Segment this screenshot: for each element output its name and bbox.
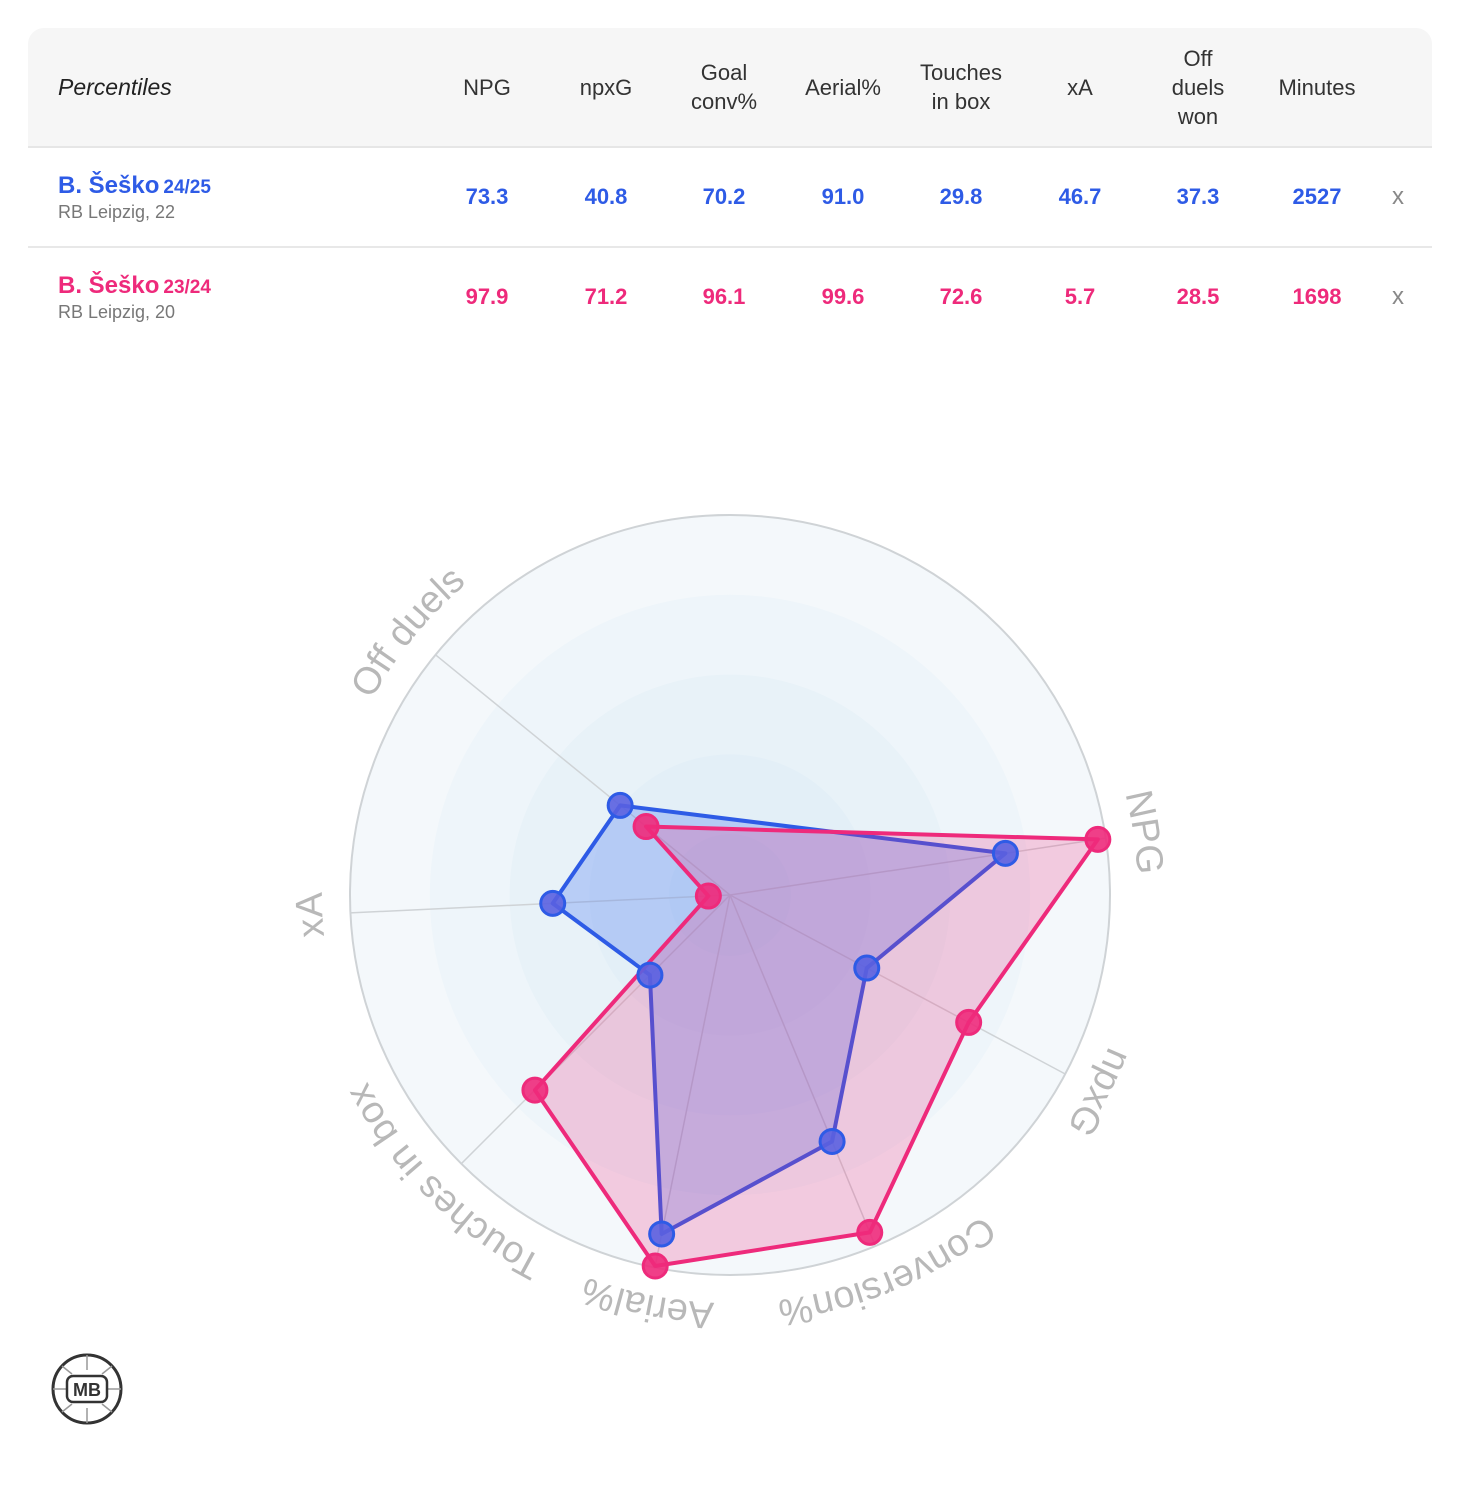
radar-point[interactable]	[955, 1008, 983, 1036]
table-cell: 1698	[1292, 284, 1342, 309]
column-header[interactable]: Touches in box	[902, 28, 1020, 146]
table-cell: 37.3	[1176, 184, 1220, 209]
radar-series-polygon	[550, 803, 1008, 1236]
player-season: 23/24	[163, 277, 211, 298]
table-cell: 70.2	[702, 184, 746, 209]
remove-player-button[interactable]: x	[1392, 283, 1404, 310]
radar-point[interactable]	[694, 882, 722, 910]
column-header[interactable]: NPG	[428, 28, 546, 146]
radar-axis-label: Aerial%	[576, 1269, 715, 1336]
radar-point[interactable]	[641, 1252, 669, 1280]
column-header-line: Off	[1183, 45, 1213, 71]
column-header[interactable]: Aerial%	[784, 28, 902, 146]
radar-series-polygon	[532, 824, 1100, 1269]
radar-spoke	[435, 654, 731, 896]
column-header-line: Aerial%	[805, 74, 881, 100]
column-header[interactable]: Goal conv%	[665, 28, 783, 146]
column-header-line: won	[1177, 103, 1219, 129]
radar-series-layer	[521, 791, 1112, 1280]
column-header[interactable]: xA	[1021, 28, 1139, 146]
column-header-line: in box	[931, 89, 991, 114]
table-cell: 40.8	[584, 184, 628, 209]
radar-point[interactable]	[856, 1218, 884, 1246]
radar-point[interactable]	[1084, 825, 1112, 853]
radar-axis-label: NPG	[1117, 786, 1171, 875]
remove-player-button[interactable]: x	[1392, 183, 1404, 210]
radar-spoke	[460, 894, 731, 1165]
table-cell: 99.6	[821, 284, 865, 309]
table-cell: 97.9	[465, 284, 509, 309]
radar-spoke	[654, 894, 731, 1268]
table-cell: 71.2	[584, 284, 628, 309]
radar-point[interactable]	[636, 961, 664, 989]
player-name-text: B. Šeško	[58, 272, 160, 299]
column-header-line: Touches	[920, 60, 1002, 85]
radar-point[interactable]	[539, 889, 567, 917]
column-header-line: Minutes	[1278, 74, 1356, 100]
column-header-line: conv%	[690, 89, 758, 114]
column-header[interactable]: npxG	[547, 28, 665, 146]
table-cell: 46.7	[1058, 184, 1102, 209]
radar-axis-label: xA	[289, 891, 333, 939]
table-header: Percentiles NPG npxG Goal conv% Aerial% Touch…	[28, 28, 1432, 148]
table-cell: 72.6	[939, 284, 983, 309]
radar-outer-ring	[349, 514, 1111, 1276]
table-cell: 5.7	[1064, 284, 1096, 309]
radar-point[interactable]	[606, 791, 634, 819]
player-name[interactable]: B. Šeško 24/25	[58, 172, 211, 200]
percentiles-table: Percentiles NPG npxG Goal conv% Aerial% Touch…	[28, 28, 1432, 346]
svg-text:MB: MB	[73, 1380, 101, 1400]
radar-point[interactable]	[632, 813, 660, 841]
column-header-line: NPG	[463, 74, 511, 100]
player-team: RB Leipzig, 22	[58, 202, 176, 222]
table-row: B. Šeško 24/25 RB Leipzig, 22 73.3 40.8 70.2 9…	[28, 148, 1432, 248]
table-cell: 2527	[1292, 184, 1342, 209]
radar-point[interactable]	[818, 1127, 846, 1155]
mb-logo: MB	[51, 1353, 123, 1425]
percentiles-title: Percentiles	[58, 74, 172, 100]
radar-background	[349, 514, 1111, 1276]
radar-point[interactable]	[853, 954, 881, 982]
table-cell: 29.8	[939, 184, 983, 209]
table-cell: 91.0	[821, 184, 865, 209]
radar-spoke	[729, 894, 877, 1247]
column-header-line: Goal	[700, 60, 748, 85]
column-header-line: xA	[1067, 74, 1093, 100]
radar-point[interactable]	[991, 839, 1019, 867]
column-header[interactable]: Minutes	[1258, 28, 1376, 146]
radar-point[interactable]	[648, 1220, 676, 1248]
table-cell: 28.5	[1176, 284, 1220, 309]
table-cell: 73.3	[465, 184, 509, 209]
radar-spoke	[729, 894, 1066, 1075]
player-name[interactable]: B. Šeško 23/24	[58, 272, 211, 300]
player-team: RB Leipzig, 20	[58, 302, 176, 322]
column-header-line: duels	[1171, 74, 1225, 100]
column-header[interactable]: Off duels won	[1139, 28, 1257, 146]
player-season: 24/25	[163, 177, 211, 198]
column-header-line: npxG	[579, 74, 633, 100]
table-cell: 96.1	[702, 284, 746, 309]
table-row: B. Šeško 23/24 RB Leipzig, 20 97.9 71.2 96.1 9…	[28, 248, 1432, 346]
radar-point[interactable]	[521, 1076, 549, 1104]
radar-spoke	[729, 837, 1106, 896]
player-name-text: B. Šeško	[58, 172, 160, 199]
